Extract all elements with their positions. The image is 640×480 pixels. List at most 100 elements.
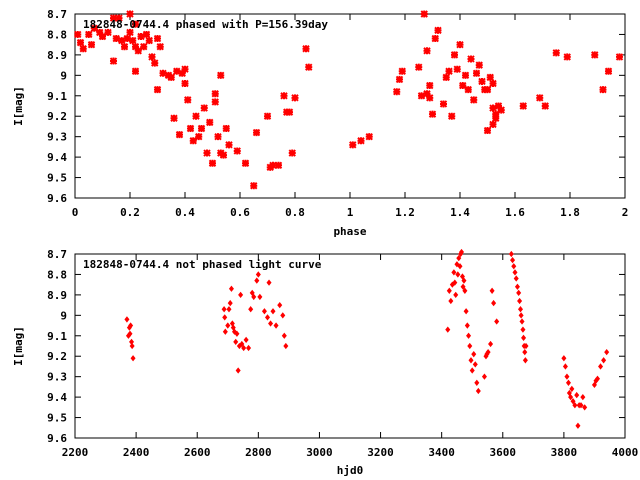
data-point [195, 132, 203, 141]
data-point [251, 293, 257, 301]
data-point [393, 87, 401, 96]
unphased-x-axis-label: hjd0 [337, 464, 364, 477]
data-point [281, 332, 287, 339]
y-tick-label: 9.4 [47, 391, 67, 404]
data-point [474, 379, 480, 386]
data-point [142, 30, 151, 39]
data-point [203, 149, 211, 157]
data-point [467, 55, 475, 63]
x-tick-label: 0.8 [285, 206, 305, 219]
data-point [398, 67, 406, 75]
data-point [599, 85, 607, 94]
data-point [604, 348, 610, 356]
data-point [211, 90, 219, 98]
data-point [302, 45, 310, 53]
data-point [497, 106, 505, 114]
data-point [475, 61, 483, 69]
data-point [257, 293, 263, 301]
x-tick-label: 3000 [306, 446, 333, 459]
data-point [466, 332, 472, 339]
data-point [349, 141, 357, 149]
data-point [222, 314, 228, 321]
data-point [459, 273, 465, 280]
data-point [228, 285, 234, 292]
data-point [227, 299, 233, 307]
data-point [426, 81, 434, 90]
data-point [208, 159, 217, 167]
data-point [291, 94, 299, 102]
y-tick-label: 9.4 [47, 151, 67, 164]
data-point [238, 291, 244, 299]
data-point [283, 342, 289, 350]
data-point [255, 271, 261, 278]
data-point [178, 69, 186, 77]
data-point [120, 43, 129, 51]
data-point [250, 182, 258, 190]
data-point [469, 367, 475, 374]
data-point [288, 149, 296, 157]
data-point [461, 71, 470, 80]
x-tick-label: 2800 [245, 446, 272, 459]
x-tick-label: 3600 [490, 446, 517, 459]
phased-x-axis-label: phase [333, 225, 366, 238]
data-point [492, 110, 500, 118]
data-point [426, 94, 434, 102]
y-tick-label: 9.2 [47, 110, 67, 123]
data-point [423, 47, 431, 55]
data-point [518, 312, 524, 319]
data-point [489, 104, 497, 112]
data-point [512, 269, 518, 276]
data-point [564, 373, 570, 380]
data-point [463, 308, 469, 315]
data-point [274, 161, 283, 169]
data-point [578, 402, 584, 409]
data-point [148, 53, 156, 61]
x-tick-label: 0.4 [175, 206, 195, 219]
data-point [448, 112, 456, 120]
data-point [145, 36, 153, 45]
data-point [456, 254, 462, 262]
data-point [459, 81, 467, 90]
phased-plot-title: 182848-0744.4 phased with P=156.39day [83, 18, 328, 31]
data-point [186, 124, 195, 133]
data-point [456, 40, 464, 49]
data-point [127, 330, 133, 337]
data-point [192, 112, 200, 120]
x-tick-label: 1.8 [560, 206, 580, 219]
data-point [140, 43, 148, 51]
data-point [266, 279, 272, 286]
data-point [98, 32, 107, 41]
data-point [241, 159, 250, 167]
data-point [159, 69, 167, 77]
x-tick-label: 0.6 [230, 206, 250, 219]
y-tick-label: 9.6 [47, 432, 67, 445]
data-point [239, 340, 245, 348]
x-tick-label: 1.6 [505, 206, 525, 219]
data-point [519, 102, 527, 110]
x-tick-label: 3400 [428, 446, 455, 459]
data-point [109, 14, 118, 22]
data-point [233, 147, 241, 155]
data-point [491, 299, 497, 307]
x-tick-label: 3800 [551, 446, 578, 459]
x-tick-label: 0.2 [120, 206, 140, 219]
data-point [305, 63, 313, 71]
data-point [519, 318, 525, 325]
data-point [494, 102, 503, 110]
data-point [126, 28, 134, 37]
data-point [131, 67, 140, 75]
data-point [96, 28, 104, 37]
data-point [118, 36, 126, 45]
phased-y-axis-label: I[mag] [12, 86, 25, 126]
data-point [523, 342, 529, 350]
x-tick-label: 3200 [367, 446, 394, 459]
data-point [181, 65, 189, 73]
data-point [604, 67, 613, 75]
data-point [483, 126, 492, 135]
data-point [598, 363, 604, 370]
data-point [453, 65, 461, 73]
x-tick-label: 0 [72, 206, 79, 219]
x-tick-label: 1 [347, 206, 354, 219]
data-point [445, 67, 453, 75]
data-point [126, 10, 134, 18]
